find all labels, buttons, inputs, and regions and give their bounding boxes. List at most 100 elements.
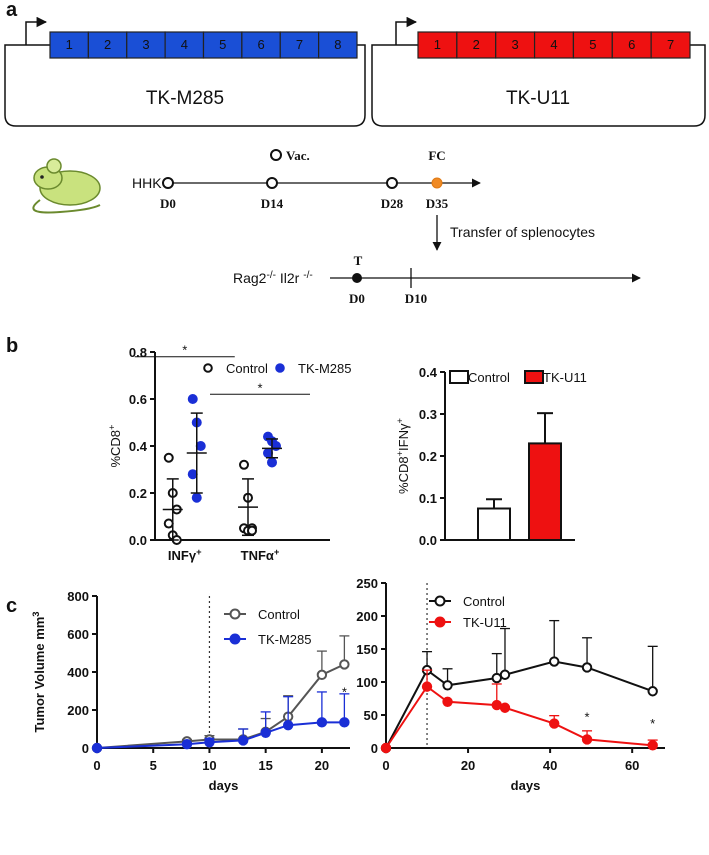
text-part: IFNγ [396, 423, 411, 451]
chart: 0 200 400 600 800 0 5 10 15 20 days Tumor Volume mm… [31, 589, 350, 793]
y-tick-label: 600 [67, 627, 89, 642]
segment [650, 31, 691, 59]
point [204, 737, 215, 748]
superscript: -/- [266, 270, 276, 281]
text-part: %CD8 [396, 456, 411, 494]
y-tick-label: 0.8 [129, 345, 147, 360]
y-tick-label: 400 [67, 665, 89, 680]
legend-label: TK-M285 [258, 632, 311, 647]
segment-label: 5 [589, 37, 596, 52]
point [581, 734, 593, 745]
segment [495, 31, 536, 59]
segment-label: 7 [296, 37, 303, 52]
timepoint [386, 177, 398, 189]
line [96, 663, 345, 749]
point [491, 672, 502, 684]
segment [417, 31, 458, 59]
y-tick-label: 150 [356, 642, 378, 657]
y-axis-label: Tumor Volume mm3 [31, 611, 47, 732]
x-tick-label: 10 [202, 758, 216, 773]
line [385, 685, 653, 749]
segment-label: 6 [628, 37, 635, 52]
point [491, 699, 502, 711]
segment-label: 8 [334, 37, 341, 52]
segment [572, 31, 613, 59]
point [91, 742, 103, 754]
panel-label: a [6, 0, 18, 21]
x-tick-label: 60 [625, 758, 639, 773]
segment [87, 31, 128, 59]
day-label: D0 [160, 196, 176, 211]
bar [528, 442, 562, 541]
segment-label: 3 [512, 37, 519, 52]
point [647, 740, 658, 751]
annotation: * [650, 716, 655, 731]
segment-label: 2 [473, 37, 480, 52]
superscript: + [395, 418, 405, 423]
day-label: D28 [381, 196, 404, 211]
mouse-icon [32, 158, 101, 214]
segment [164, 31, 205, 59]
category: TNFα [241, 548, 274, 563]
segment-label: 4 [550, 37, 557, 52]
y-axis-label: %CD8+ [107, 424, 123, 467]
category: INFγ [168, 548, 197, 563]
superscript: -/- [303, 270, 313, 281]
superscript: 3 [31, 611, 41, 616]
dot [263, 448, 273, 459]
superscript: + [395, 451, 405, 456]
day-label: D35 [426, 196, 449, 211]
annotation: * [182, 343, 187, 358]
superscript: + [196, 547, 202, 557]
point [581, 662, 593, 673]
segment-label: 3 [142, 37, 149, 52]
y-tick-label: 0.0 [129, 533, 147, 548]
vaccine-label: Vac. [286, 148, 310, 163]
timepoint [431, 177, 443, 189]
point [316, 669, 328, 681]
legend-marker [434, 595, 446, 607]
superscript: + [107, 424, 117, 429]
point [442, 696, 453, 707]
construct: TK-U11 [371, 16, 706, 127]
legend-swatch [524, 370, 544, 384]
x-tick-label: INFγ+ [168, 547, 202, 563]
construct-name: TK-U11 [506, 88, 570, 109]
y-tick-label: 50 [364, 708, 378, 723]
panel-label: b [6, 335, 18, 357]
segment-label: 7 [667, 37, 674, 52]
annotation: * [585, 710, 590, 725]
segment [318, 31, 358, 59]
day-label: D0 [349, 291, 365, 306]
y-tick-label: 0.2 [419, 449, 437, 464]
x-tick-label: 0 [382, 758, 389, 773]
y-tick-label: 0.4 [419, 365, 438, 380]
legend-swatch [449, 370, 469, 384]
legend-marker [229, 633, 241, 645]
dot [239, 459, 249, 470]
segment [533, 31, 575, 59]
point [549, 718, 560, 729]
point [316, 717, 328, 728]
segment [49, 31, 89, 59]
superscript: + [274, 547, 280, 557]
y-tick-label: 0.1 [419, 491, 437, 506]
y-tick-label: 0.3 [419, 407, 437, 422]
point [260, 727, 271, 738]
point [499, 702, 511, 713]
timepoint [162, 177, 174, 189]
segment-label: 6 [257, 37, 264, 52]
y-tick-label: 0.4 [129, 439, 148, 454]
x-axis-label: days [511, 778, 541, 793]
y-tick-label: 200 [67, 703, 89, 718]
day-label: D10 [405, 291, 427, 306]
x-tick-label: 15 [258, 758, 272, 773]
x-tick-label: 40 [543, 758, 557, 773]
legend-label: Control [468, 370, 510, 385]
point [339, 659, 350, 670]
y-tick-label: 200 [356, 609, 378, 624]
bar [477, 507, 511, 541]
legend-label: TK-M285 [298, 361, 351, 376]
y-tick-label: 800 [67, 589, 89, 604]
